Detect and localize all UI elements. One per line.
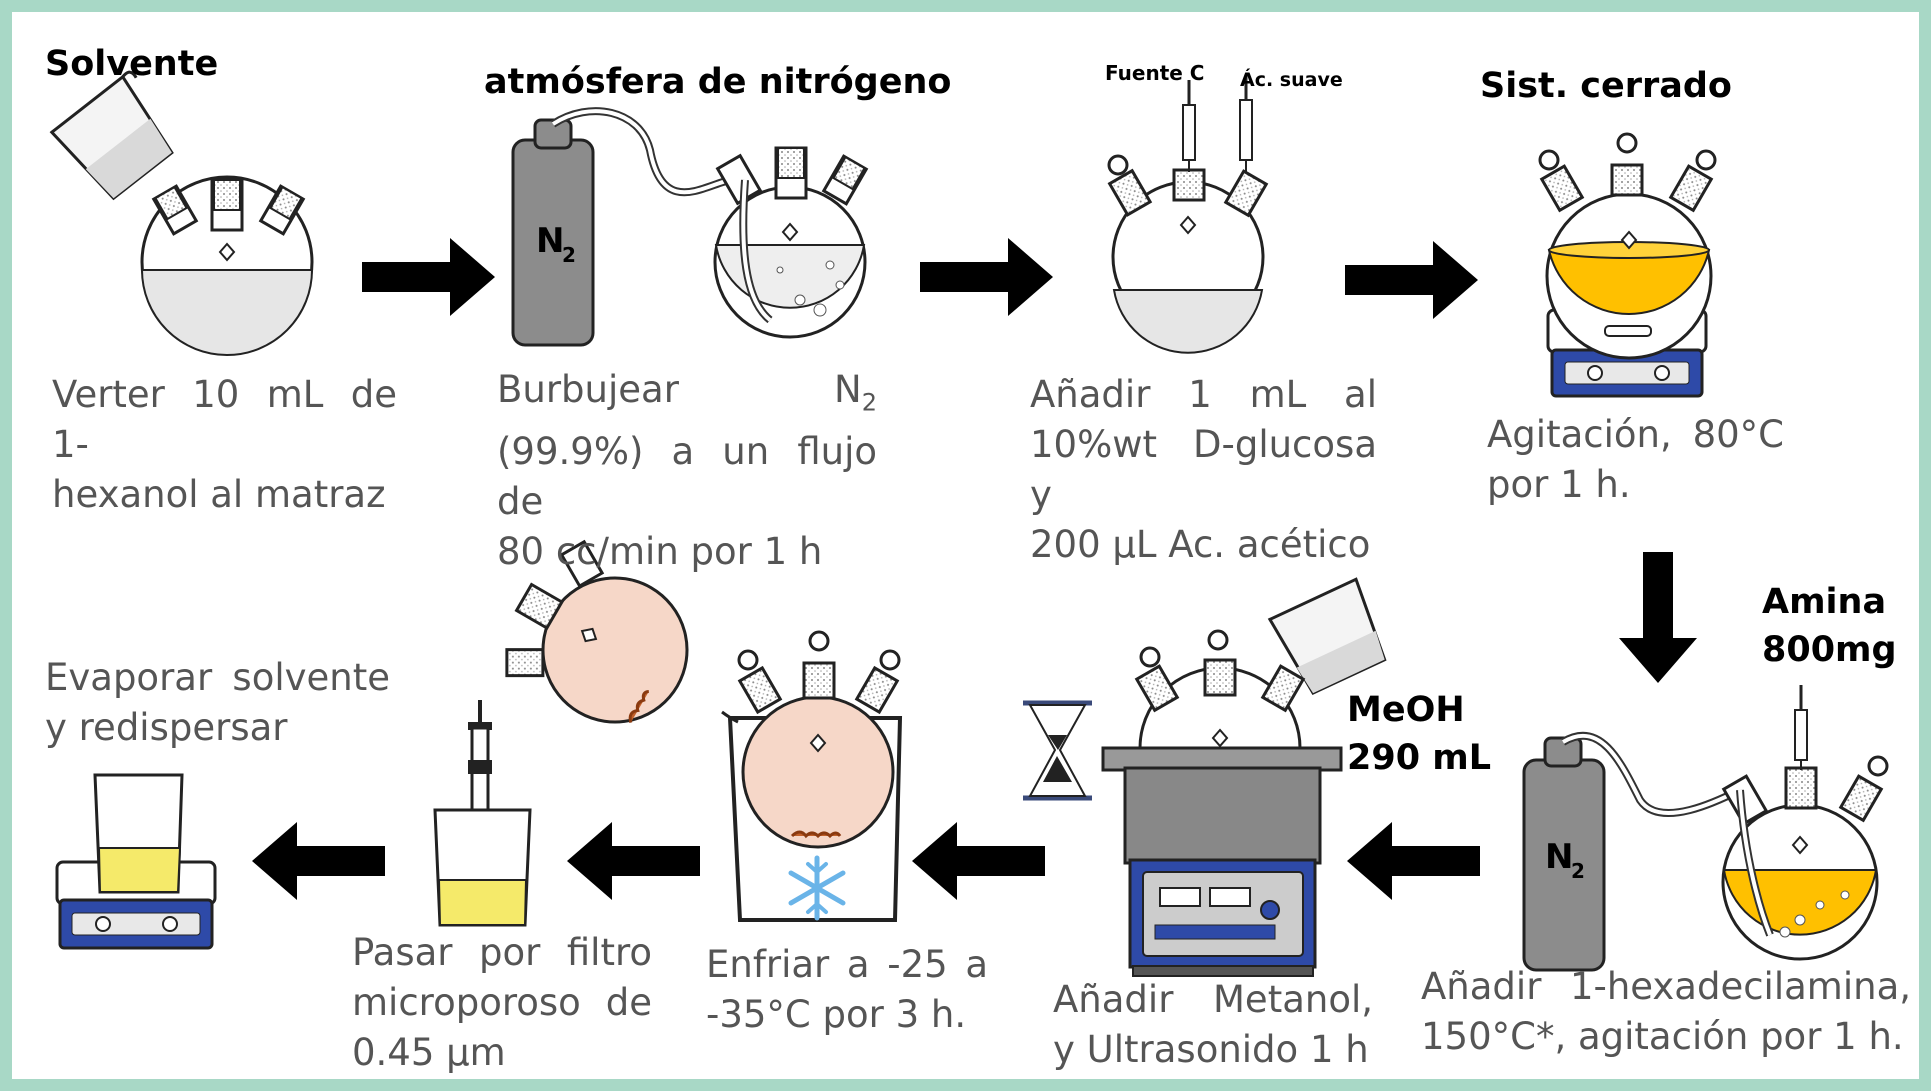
step2-description: Burbujear N2 (99.9%) a un flujo de 80 cc… bbox=[497, 365, 877, 577]
step2-heading: atmósfera de nitrógeno bbox=[484, 62, 952, 102]
step5-heading-line1: Amina bbox=[1762, 582, 1887, 622]
cylinder-label-sub: 2 bbox=[1571, 859, 1585, 883]
step3-line1: Añadir 1 mL al bbox=[1030, 373, 1377, 416]
step9-heading: Evaporar solvente y redispersar bbox=[45, 653, 390, 753]
step6-line1: Añadir Metanol, bbox=[1053, 978, 1373, 1021]
step1-heading: Solvente bbox=[45, 44, 219, 84]
step6-reagent-line2: 290 mL bbox=[1347, 738, 1492, 778]
syringe-right-label: Ác. suave bbox=[1240, 69, 1343, 91]
step3-line2: 10%wt D-glucosa y bbox=[1030, 423, 1377, 516]
syringe-icon bbox=[1794, 685, 1808, 770]
nitrogen-cylinder-icon: N 2 bbox=[1522, 736, 1606, 972]
step5-heading-line2: 800mg bbox=[1762, 630, 1897, 670]
step2-line2: (99.9%) a un flujo de bbox=[497, 430, 877, 524]
step3-description: Añadir 1 mL al 10%wt D-glucosa y 200 µL … bbox=[1030, 370, 1377, 570]
step2-line1b-sub: 2 bbox=[861, 388, 877, 417]
three-neck-flask-icon bbox=[1538, 132, 1717, 360]
cylinder-label-sub: 2 bbox=[562, 243, 576, 267]
step3-illustration bbox=[1107, 75, 1269, 354]
arrow-4-down bbox=[1619, 552, 1697, 683]
step6-line2: y Ultrasonido 1 h bbox=[1053, 1028, 1369, 1071]
syringe-left-icon bbox=[1182, 80, 1196, 172]
arrow-2-right bbox=[920, 238, 1053, 316]
step2-line1b-main: N bbox=[834, 368, 862, 411]
step5-illustration: N 2 bbox=[1522, 685, 1889, 972]
step3-line3: 200 µL Ac. acético bbox=[1030, 523, 1371, 566]
step8-line1: Pasar por filtro bbox=[352, 931, 652, 974]
pouring-beaker-icon bbox=[1267, 577, 1387, 696]
step5-line2: 150°C*, agitación por 1 h. bbox=[1421, 1015, 1904, 1058]
three-neck-flask-icon bbox=[1721, 755, 1889, 961]
three-neck-flask-icon bbox=[737, 630, 901, 849]
step1-line1: Verter 10 mL de 1- bbox=[52, 373, 397, 466]
step4-illustration bbox=[1538, 132, 1717, 398]
step5-line1: Añadir 1-hexadecilamina, bbox=[1421, 965, 1911, 1008]
three-neck-flask-icon bbox=[713, 146, 869, 339]
step2-line1b: N2 bbox=[834, 365, 877, 427]
step6-illustration bbox=[1023, 577, 1387, 977]
step8-line3: 0.45 µm bbox=[352, 1031, 506, 1074]
step6-description: Añadir Metanol, y Ultrasonido 1 h bbox=[1053, 975, 1373, 1075]
syringe-left-label: Fuente C bbox=[1105, 61, 1205, 85]
step7-illustration bbox=[721, 630, 903, 922]
step1-illustration bbox=[49, 70, 314, 356]
step6-reagent-line1: MeOH bbox=[1347, 690, 1465, 730]
step9-illustration bbox=[55, 773, 217, 950]
cylinder-label: N bbox=[536, 221, 564, 261]
three-neck-flask-icon bbox=[1134, 629, 1306, 750]
nitrogen-cylinder-icon: N 2 bbox=[511, 118, 595, 347]
step2-line3: 80 cc/min por 1 h bbox=[497, 530, 823, 574]
step8-description: Pasar por filtro microporoso de 0.45 µm bbox=[352, 928, 652, 1078]
arrow-8-left bbox=[252, 822, 385, 900]
step4-description: Agitación, 80°C por 1 h. bbox=[1487, 410, 1784, 510]
step9-line2: y redispersar bbox=[45, 706, 288, 749]
syringe-right-icon bbox=[1239, 75, 1253, 172]
arrow-6-left bbox=[912, 822, 1045, 900]
beaker-icon bbox=[93, 773, 184, 894]
step2-line1a: Burbujear bbox=[497, 368, 679, 411]
step5-description: Añadir 1-hexadecilamina, 150°C*, agitaci… bbox=[1421, 962, 1911, 1062]
three-neck-flask-icon bbox=[140, 175, 314, 356]
step7-description: Enfriar a -25 a -35°C por 3 h. bbox=[706, 940, 988, 1040]
step1-line2: hexanol al matraz bbox=[52, 473, 386, 516]
arrow-7-left bbox=[567, 822, 700, 900]
hourglass-icon bbox=[1023, 700, 1092, 801]
snowflake-icon bbox=[788, 855, 846, 921]
arrow-1-right bbox=[362, 238, 495, 316]
step8-illustration bbox=[433, 539, 689, 927]
step4-line1: Agitación, 80°C bbox=[1487, 413, 1784, 456]
arrow-3-right bbox=[1345, 241, 1478, 319]
pouring-beaker-icon bbox=[49, 70, 174, 201]
cylinder-label: N bbox=[1545, 837, 1573, 877]
step7-line2: -35°C por 3 h. bbox=[706, 993, 967, 1036]
collection-beaker-icon bbox=[433, 808, 532, 927]
three-neck-flask-icon bbox=[1107, 154, 1269, 354]
step1-description: Verter 10 mL de 1- hexanol al matraz bbox=[52, 370, 397, 520]
arrow-5-left bbox=[1347, 822, 1480, 900]
three-neck-flask-icon bbox=[505, 539, 689, 724]
ultrasonic-bath-icon bbox=[1101, 746, 1343, 977]
step4-heading: Sist. cerrado bbox=[1480, 66, 1732, 106]
step9-line1: Evaporar solvente bbox=[45, 656, 390, 699]
step2-illustration: N 2 bbox=[511, 107, 869, 347]
step7-line1: Enfriar a -25 a bbox=[706, 943, 988, 986]
step2-line1: Burbujear N2 bbox=[497, 365, 877, 427]
step8-line2: microporoso de bbox=[352, 981, 652, 1024]
step4-line2: por 1 h. bbox=[1487, 463, 1631, 506]
